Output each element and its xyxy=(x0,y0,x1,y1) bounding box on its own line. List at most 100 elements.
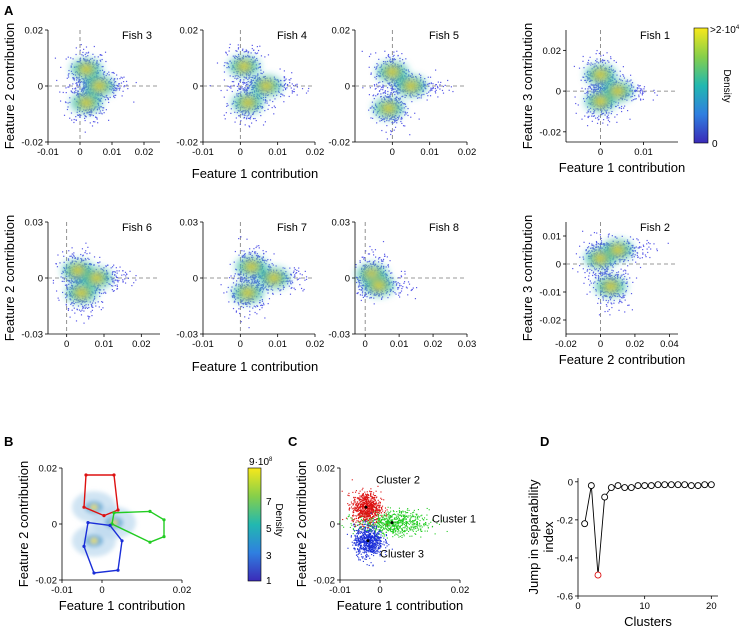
scatter-point xyxy=(76,83,78,85)
scatter-point xyxy=(235,56,238,58)
scatter-point xyxy=(77,93,79,95)
scatter-point xyxy=(231,90,233,93)
scatter-point xyxy=(91,304,93,306)
scatter-point xyxy=(243,76,245,78)
panel-label-a: A xyxy=(4,3,14,18)
scatter-point xyxy=(82,259,84,262)
scatter-point xyxy=(234,300,236,302)
scatter-point xyxy=(246,281,248,283)
scatter-point xyxy=(262,124,265,126)
scatter-point xyxy=(389,56,391,58)
scatter-point xyxy=(244,124,246,126)
scatter-point xyxy=(241,277,243,279)
scatter-point xyxy=(240,87,242,89)
scatter-point xyxy=(112,285,114,287)
scatter-point xyxy=(248,327,250,329)
scatter-point xyxy=(126,84,128,86)
scatter-point xyxy=(209,85,211,87)
scatter-point xyxy=(277,287,279,290)
scatter-point xyxy=(68,69,70,72)
scatter-point xyxy=(67,307,69,310)
scatter-point xyxy=(587,86,590,88)
scatter-point xyxy=(395,97,397,100)
scatter-point xyxy=(577,104,579,106)
scatter-point xyxy=(586,112,588,114)
scatter-point xyxy=(391,84,393,86)
scatter-point xyxy=(244,256,246,259)
scatter-point xyxy=(249,81,251,84)
scatter-point xyxy=(296,269,298,272)
scatter-point xyxy=(75,116,77,118)
scatter-point xyxy=(250,79,252,81)
scatter-point xyxy=(234,55,236,57)
scatter-point xyxy=(82,255,84,257)
scatter-point xyxy=(243,250,245,252)
scatter-point xyxy=(240,302,242,304)
scatter-point xyxy=(386,119,388,122)
scatter-point xyxy=(94,302,97,304)
scatter-point xyxy=(426,92,428,94)
scatter-point xyxy=(230,275,232,277)
scatter-point xyxy=(90,263,92,265)
scatter-point xyxy=(387,95,389,98)
scatter-point xyxy=(593,87,595,89)
scatter-point xyxy=(78,114,80,116)
scatter-point xyxy=(244,87,246,89)
scatter-point xyxy=(250,91,252,94)
scatter-point xyxy=(262,71,265,73)
scatter-point xyxy=(586,125,589,127)
scatter-point xyxy=(393,81,395,83)
scatter-point xyxy=(573,65,575,68)
y-tick-label: -0.02 xyxy=(176,138,198,149)
scatter-point xyxy=(255,251,257,253)
scatter-point xyxy=(77,305,80,307)
scatter-point xyxy=(68,283,70,285)
x-tick-label: 0 xyxy=(390,147,395,158)
scatter-point xyxy=(594,88,596,91)
scatter-point xyxy=(96,61,98,63)
scatter-point xyxy=(587,91,589,93)
scatter-point xyxy=(116,272,118,274)
scatter-point xyxy=(77,90,79,92)
scatter-point xyxy=(69,316,71,318)
scatter-point xyxy=(75,281,78,283)
scatter-point xyxy=(83,88,86,90)
scatter-point xyxy=(103,289,105,291)
scatter-point xyxy=(258,282,261,285)
scatter-point xyxy=(396,81,398,83)
y-tick-label: 0 xyxy=(193,274,198,285)
scatter-point xyxy=(377,82,380,84)
scatter-point xyxy=(578,67,581,69)
scatter-point xyxy=(80,44,82,46)
scatter-point xyxy=(387,264,389,266)
scatter-point xyxy=(275,265,277,267)
scatter-point xyxy=(299,277,301,279)
scatter-point xyxy=(599,87,601,89)
scatter-point xyxy=(393,90,395,93)
scatter-point xyxy=(250,115,252,117)
scatter-point xyxy=(269,99,271,101)
scatter-point xyxy=(101,102,104,105)
scatter-point xyxy=(116,84,118,87)
scatter-point xyxy=(65,304,68,306)
scatter-point xyxy=(93,45,95,48)
scatter-point xyxy=(73,307,75,309)
scatter-point xyxy=(122,81,125,83)
scatter-point xyxy=(269,267,271,269)
scatter-point xyxy=(129,270,131,272)
scatter-point xyxy=(111,71,113,74)
scatter-point xyxy=(591,88,593,90)
scatter-point xyxy=(599,88,602,90)
density-peak xyxy=(81,65,92,73)
scatter-point xyxy=(82,81,84,83)
scatter-point xyxy=(384,95,386,97)
density-peak xyxy=(612,87,623,95)
scatter-point xyxy=(103,71,106,73)
scatter-point xyxy=(622,66,624,68)
scatter-point xyxy=(228,301,230,303)
scatter-point xyxy=(113,78,115,80)
scatter-point xyxy=(84,115,86,117)
scatter-point xyxy=(118,270,120,272)
scatter-point xyxy=(639,92,641,94)
scatter-point xyxy=(602,84,605,86)
